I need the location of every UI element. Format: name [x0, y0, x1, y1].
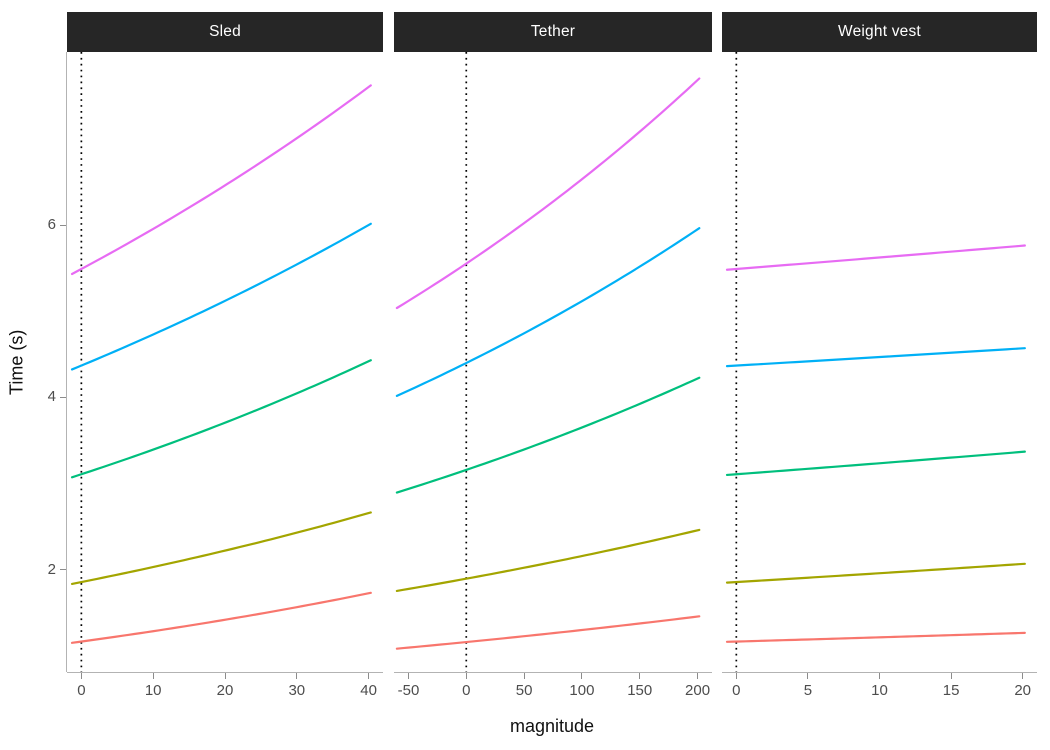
x-tick-label-20: 20: [1014, 682, 1032, 699]
x-tick-mark: [465, 673, 467, 679]
y-tick-label-4: 4: [47, 388, 56, 406]
x-tick-mark: [879, 673, 880, 679]
x-tick-label-100: 100: [569, 682, 595, 699]
line-olive: [725, 562, 1026, 584]
line-blue: [395, 227, 701, 397]
line-magenta: [395, 77, 701, 310]
panel-weight-vest: [722, 52, 1037, 672]
line-red: [395, 615, 701, 650]
facet-strip-sled: Sled: [67, 12, 383, 52]
line-red: [70, 591, 372, 644]
facet-strip-tether: Tether: [394, 12, 712, 52]
y-tick-mark: [60, 224, 66, 226]
x-tick-label-0: 0: [77, 682, 86, 699]
x-tick-mark: [1022, 673, 1024, 679]
x-tick-mark: [152, 673, 154, 679]
x-tick-label-0: 0: [732, 682, 741, 699]
line-green: [395, 376, 701, 494]
line-magenta: [725, 244, 1026, 271]
x-tick-label-30: 30: [288, 682, 306, 699]
y-axis-line: [66, 52, 67, 672]
x-tick-mark: [407, 673, 409, 679]
x-tick-label-10: 10: [871, 682, 888, 699]
x-tick-label-15: 15: [942, 682, 960, 699]
x-tick-mark: [368, 673, 370, 679]
x-tick-label--50: -50: [397, 682, 420, 699]
facet-strip-label: Tether: [530, 23, 576, 40]
facet-strip-label: Weight vest: [838, 23, 921, 40]
line-blue: [70, 222, 372, 371]
x-tick-mark: [523, 673, 525, 679]
x-tick-label-200: 200: [685, 682, 711, 699]
x-tick-mark: [950, 673, 952, 679]
line-red: [725, 631, 1026, 643]
panel-tether: [394, 52, 712, 672]
x-tick-mark: [735, 673, 737, 679]
facet-strip-label: Sled: [209, 23, 241, 40]
x-axis-line-weight-vest: [722, 672, 1037, 673]
line-olive: [70, 511, 372, 585]
line-olive: [395, 528, 701, 593]
x-tick-label-20: 20: [216, 682, 234, 699]
y-tick-mark: [60, 396, 66, 398]
x-tick-mark: [296, 673, 298, 679]
x-tick-label-0: 0: [462, 682, 471, 699]
x-axis-line-sled: [67, 672, 383, 673]
line-green: [70, 359, 372, 479]
x-tick-mark: [807, 673, 809, 679]
x-axis-title: magnitude: [509, 716, 595, 736]
panel-sled: [67, 52, 383, 672]
y-tick-label-2: 2: [47, 560, 56, 578]
x-tick-mark: [639, 673, 641, 679]
x-tick-mark: [697, 673, 699, 679]
x-tick-label-10: 10: [144, 682, 162, 699]
line-magenta: [70, 84, 372, 276]
y-tick-label-6: 6: [47, 216, 56, 233]
line-green: [725, 450, 1026, 477]
y-axis-title: Time (s): [6, 329, 27, 395]
y-tick-mark: [60, 569, 66, 571]
x-tick-label-40: 40: [360, 682, 377, 699]
line-blue: [725, 347, 1026, 368]
facet-strip-weight-vest: Weight vest: [722, 12, 1037, 52]
x-tick-label-5: 5: [803, 682, 813, 699]
x-tick-label-50: 50: [515, 682, 533, 699]
x-tick-label-150: 150: [627, 682, 653, 699]
x-axis-line-tether: [394, 672, 712, 673]
x-tick-mark: [224, 673, 226, 679]
x-tick-mark: [80, 673, 82, 679]
x-tick-mark: [581, 673, 583, 679]
